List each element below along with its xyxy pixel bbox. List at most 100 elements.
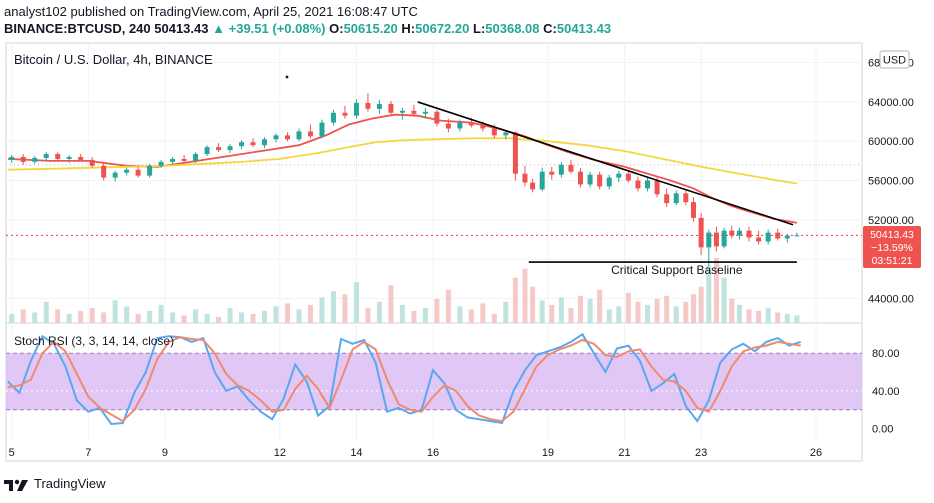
volume-bar — [55, 309, 61, 323]
volume-bar — [587, 298, 593, 323]
volume-bar — [342, 294, 348, 323]
candle-body — [683, 193, 689, 203]
currency-label: USD — [883, 55, 906, 67]
price-axis[interactable]: 44000.00 52000.00 56000.00 60000.00 64000.00… — [868, 58, 914, 306]
candle-body — [721, 230, 727, 247]
price-tick-label: 56000.00 — [868, 176, 914, 188]
candle-body — [239, 142, 245, 147]
candle-body — [204, 147, 210, 155]
candle-body — [365, 102, 371, 109]
volume-bar — [43, 301, 49, 323]
volume-bar — [577, 295, 583, 323]
volume-bar — [307, 304, 313, 323]
volume-bar — [756, 310, 762, 323]
candle-body — [216, 147, 222, 151]
candle-body — [512, 132, 518, 174]
stoch-tick-label: 80.00 — [872, 348, 900, 360]
candle-body — [539, 171, 545, 190]
candle-body — [296, 131, 302, 140]
volume-bar — [530, 286, 536, 323]
ma_fast-line — [7, 113, 798, 224]
candle-body — [616, 173, 622, 178]
price-tick-label: 64000.00 — [868, 97, 914, 109]
volume-bar — [216, 316, 222, 323]
candle-body — [319, 122, 325, 137]
volume-bar — [503, 301, 509, 323]
low-value: 50368.08 — [485, 21, 540, 36]
volume-bars — [9, 258, 800, 323]
candle-body — [625, 173, 631, 181]
time-tick-label: 14 — [350, 447, 362, 459]
volume-bar — [713, 258, 719, 323]
candle-body — [468, 122, 474, 126]
volume-bar — [32, 312, 38, 323]
time-axis[interactable]: 5 7 9 12 14 16 19 21 23 26 — [9, 447, 822, 459]
volume-bar — [330, 291, 336, 323]
volume-bar — [491, 313, 497, 323]
time-tick-label: 5 — [9, 447, 15, 459]
candle-body — [664, 194, 670, 204]
candle-body — [20, 156, 26, 162]
volume-bar — [78, 310, 84, 323]
volume-bar — [635, 301, 641, 323]
candle-body — [577, 171, 583, 185]
volume-bar — [434, 298, 440, 323]
time-tick-label: 23 — [695, 447, 707, 459]
volume-bar — [112, 300, 118, 323]
high-value: 50672.20 — [415, 21, 470, 36]
candle-body — [673, 193, 679, 204]
currency-button[interactable] — [879, 50, 910, 69]
candle-body — [101, 165, 107, 178]
stoch-band — [6, 353, 862, 410]
candle-body — [706, 232, 712, 248]
candle-body — [422, 111, 428, 114]
volume-bar — [606, 309, 612, 323]
volume-bar — [522, 268, 528, 323]
volume-bar — [273, 306, 279, 323]
candle-body — [491, 128, 497, 136]
candle-body — [342, 112, 348, 116]
candle-body — [522, 173, 528, 183]
volume-bar — [539, 300, 545, 323]
candle-body — [698, 217, 704, 248]
price-tag-change: −13.59% — [871, 242, 913, 254]
candle-body — [713, 232, 719, 247]
price-tag-price: 50413.43 — [870, 229, 914, 241]
volume-bar — [285, 303, 291, 323]
volume-bar — [227, 307, 233, 323]
candle-body — [193, 154, 199, 161]
symbol-exchange: BINANCE:BTCUSD, 240 — [4, 21, 151, 36]
candle-body — [690, 202, 696, 218]
drawings[interactable]: Critical Support Baseline — [285, 75, 797, 277]
candle-body — [285, 135, 291, 140]
time-tick-label: 7 — [85, 447, 91, 459]
candle-body — [307, 131, 313, 137]
publish-info: analyst102 published on TradingView.com,… — [4, 4, 418, 19]
footer-brand[interactable]: TradingView — [4, 476, 106, 491]
volume-bar — [468, 309, 474, 323]
close-label: C: — [543, 21, 557, 36]
volume-bar — [422, 307, 428, 323]
candle-body — [399, 110, 405, 113]
time-tick-label: 19 — [542, 447, 554, 459]
volume-bar — [101, 312, 107, 323]
candle-body — [55, 154, 61, 159]
change-arrow-icon: ▲ — [212, 21, 225, 36]
volume-bar — [296, 309, 302, 323]
volume-bar — [549, 304, 555, 323]
close-value: 50413.43 — [556, 21, 612, 36]
candle-body — [775, 232, 781, 239]
stoch-d-line — [7, 336, 801, 423]
volume-bar — [558, 297, 564, 323]
volume-bar — [319, 297, 325, 323]
candle-body — [794, 235, 800, 237]
stoch-tick-label: 40.00 — [872, 386, 900, 398]
volume-bar — [616, 306, 622, 323]
volume-bar — [746, 309, 752, 323]
candle-body — [635, 180, 641, 189]
candle-body — [784, 235, 790, 239]
candle-body — [124, 169, 130, 173]
candle-body — [434, 111, 440, 124]
open-value: 50615.20 — [343, 21, 398, 36]
